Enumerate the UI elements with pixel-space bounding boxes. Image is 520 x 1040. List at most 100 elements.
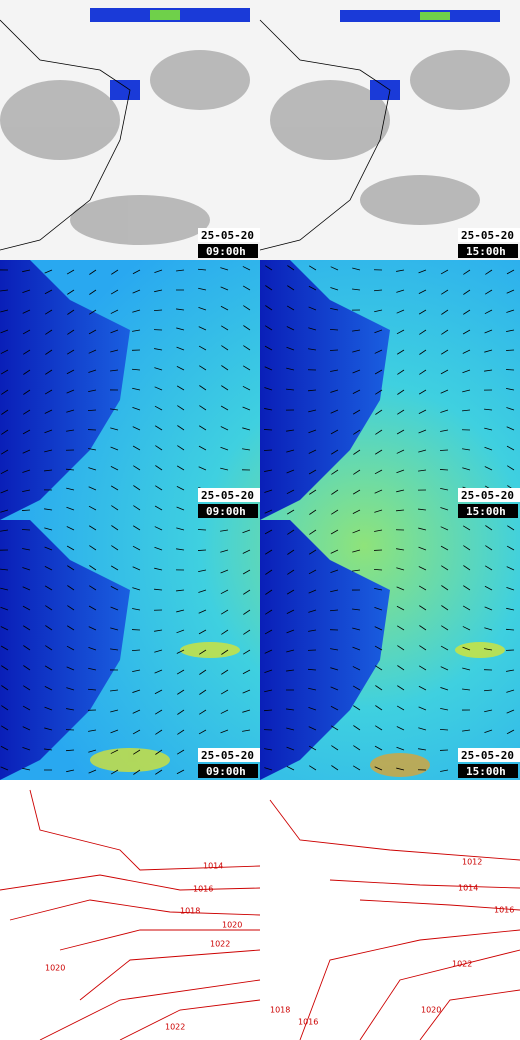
wind-arrow bbox=[264, 649, 273, 654]
wind-arrow bbox=[154, 269, 163, 273]
wind-arrow bbox=[330, 725, 339, 731]
wind-arrow bbox=[44, 289, 53, 295]
wind-arrow bbox=[44, 686, 53, 691]
wind-arrow bbox=[110, 408, 119, 411]
wind-arrow bbox=[330, 369, 339, 372]
wind-arrow bbox=[44, 706, 53, 711]
wind-arrow bbox=[308, 469, 317, 475]
wind-arrow bbox=[242, 427, 251, 431]
wind-arrow bbox=[506, 329, 515, 332]
wind-arrow bbox=[1, 409, 9, 415]
wind-arrow bbox=[133, 485, 141, 491]
wind-arrow bbox=[265, 569, 273, 575]
wind-arrow bbox=[264, 689, 273, 693]
wind-arrow bbox=[374, 469, 383, 475]
wind-arrow bbox=[220, 305, 229, 311]
wind-arrow bbox=[243, 325, 251, 331]
wind-arrow bbox=[264, 629, 273, 635]
date-label: 25-05-20 bbox=[461, 749, 514, 762]
wind-arrow bbox=[88, 749, 97, 753]
wind-arrow bbox=[89, 269, 97, 275]
wind-arrow bbox=[243, 589, 251, 595]
wind-arrow bbox=[396, 289, 405, 293]
wind-arrow bbox=[155, 465, 163, 471]
wind-arrow bbox=[110, 289, 119, 295]
wind-arrow bbox=[0, 745, 9, 751]
wind-arrow bbox=[66, 269, 75, 275]
wind-arrow bbox=[220, 609, 229, 615]
wind-arrow bbox=[418, 748, 427, 751]
wind-arrow bbox=[155, 485, 163, 491]
wind-arrow bbox=[155, 749, 163, 755]
wind-arrow bbox=[243, 609, 251, 615]
wind-arrow bbox=[505, 628, 515, 631]
wind-arrow bbox=[67, 585, 75, 591]
wind-arrow bbox=[22, 469, 31, 473]
wind-arrow bbox=[89, 525, 97, 531]
wind-arrow bbox=[199, 405, 207, 411]
wind-arrow bbox=[374, 369, 383, 375]
wind-arrow bbox=[440, 545, 449, 551]
wind-arrow bbox=[484, 729, 493, 734]
wind-arrow bbox=[396, 429, 405, 435]
wind-arrow bbox=[331, 489, 339, 495]
wind-arrow bbox=[44, 409, 53, 414]
wind-arrow bbox=[308, 348, 317, 351]
wind-arrow bbox=[484, 349, 493, 353]
pressure-panels bbox=[0, 780, 520, 1040]
wind-arrow bbox=[66, 369, 75, 375]
wind-arrow bbox=[1, 685, 9, 691]
wind-arrow bbox=[111, 505, 119, 511]
wind-arrow bbox=[374, 626, 383, 631]
wind-arrow bbox=[441, 585, 449, 591]
wind-arrow bbox=[242, 649, 251, 655]
wind-arrow bbox=[221, 669, 229, 675]
wind-arrow bbox=[352, 666, 361, 671]
wind-arrow bbox=[484, 427, 493, 431]
wind-arrow bbox=[418, 269, 427, 274]
wind-arrow bbox=[44, 585, 53, 591]
wind-arrow bbox=[67, 605, 75, 611]
wind-arrow bbox=[286, 629, 295, 634]
wind-arrow bbox=[440, 369, 449, 375]
wind-arrow bbox=[352, 627, 361, 631]
wind-arrow bbox=[198, 629, 207, 635]
wind-arrow bbox=[484, 709, 493, 713]
wind-arrow bbox=[176, 629, 185, 634]
wind-arrow bbox=[440, 707, 449, 711]
wind-arrow bbox=[89, 309, 97, 315]
wind-arrow bbox=[462, 626, 471, 631]
date-box bbox=[198, 228, 260, 242]
wind-arrow bbox=[110, 769, 119, 775]
wind-arrow bbox=[265, 609, 273, 615]
wind-arrow bbox=[440, 429, 449, 432]
wind-arrow bbox=[506, 269, 515, 275]
wind-arrow bbox=[177, 445, 185, 451]
wind-arrow bbox=[132, 689, 141, 693]
wind-arrow bbox=[286, 509, 295, 515]
wind-arrow bbox=[330, 266, 339, 271]
wind-arrow bbox=[199, 709, 207, 715]
wind-arrow bbox=[330, 589, 339, 593]
wind-arrow bbox=[23, 349, 31, 355]
wind-arrow bbox=[44, 469, 53, 472]
wind-arrow bbox=[286, 489, 295, 495]
wind-arrow bbox=[66, 409, 75, 413]
isobar-label: 1020 bbox=[45, 964, 65, 973]
wind-arrow bbox=[154, 405, 163, 411]
wind-arrow bbox=[22, 605, 31, 611]
wind-arrow bbox=[395, 509, 405, 512]
wind-arrow bbox=[397, 389, 405, 395]
wind-arrow bbox=[375, 409, 383, 415]
wind-arrow bbox=[88, 467, 97, 471]
isobar-label: 1022 bbox=[210, 940, 230, 949]
wind-arrow bbox=[154, 546, 163, 551]
wind-arrow bbox=[154, 629, 163, 632]
wind-arrow bbox=[154, 505, 163, 511]
wind-arrow bbox=[484, 606, 493, 611]
date-box bbox=[198, 748, 260, 762]
wind-arrow bbox=[198, 466, 207, 471]
wind-arrow bbox=[111, 525, 119, 531]
wind-arrow bbox=[418, 546, 427, 551]
